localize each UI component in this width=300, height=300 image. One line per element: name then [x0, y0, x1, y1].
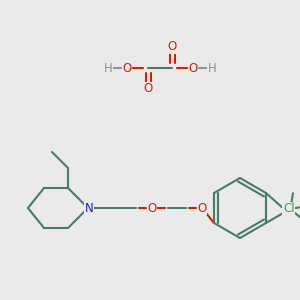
Text: H: H: [103, 61, 112, 74]
Text: N: N: [85, 202, 93, 214]
Text: O: O: [188, 61, 198, 74]
Text: Cl: Cl: [283, 202, 295, 215]
Text: H: H: [208, 61, 216, 74]
Text: O: O: [167, 40, 177, 53]
Text: O: O: [122, 61, 132, 74]
Text: O: O: [197, 202, 207, 214]
Text: O: O: [147, 202, 157, 214]
Text: O: O: [143, 82, 153, 95]
